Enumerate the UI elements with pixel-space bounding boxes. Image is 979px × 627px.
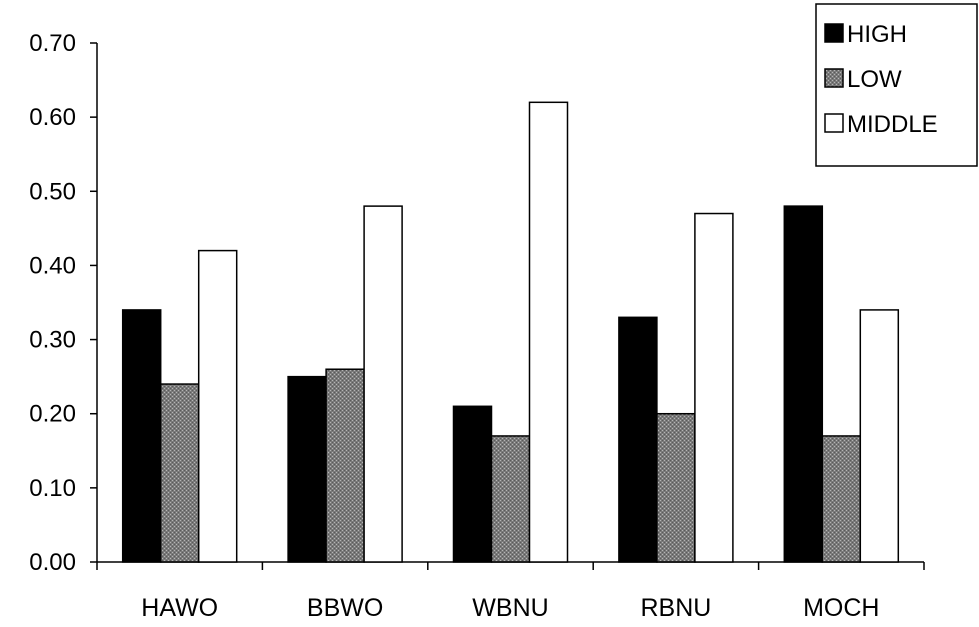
bar-low-hawo [159,383,200,563]
bar-middle-bbwo [363,205,403,563]
legend-label-high: HIGH [847,21,907,48]
bar-low-wbnu [490,435,531,563]
bar-high-bbwo [287,375,327,563]
y-tick-label: 0.00 [29,549,76,576]
bar-middle-hawo [197,249,238,563]
x-category-label: BBWO [307,594,383,622]
legend-swatch-middle [824,113,844,133]
x-category-label: RBNU [640,594,711,622]
legend-swatch-low [824,68,844,88]
bar-middle-rbnu [694,212,734,563]
x-category-label: MOCH [803,594,879,622]
legend: HIGH LOW MIDDLE [815,3,978,167]
legend-label-middle: MIDDLE [847,111,938,138]
bar-high-wbnu [452,405,493,563]
legend-swatch-high [824,23,844,43]
bar-low-moch [821,435,862,563]
bar-low-bbwo [325,368,365,563]
y-tick-label: 0.50 [29,178,76,205]
y-tick-label: 0.70 [29,30,76,57]
bar-middle-wbnu [528,101,569,563]
y-tick-label: 0.60 [29,104,76,131]
y-tick-label: 0.30 [29,327,76,354]
legend-label-low: LOW [847,66,902,93]
bar-low-rbnu [656,412,696,563]
y-tick-label: 0.20 [29,401,76,428]
y-tick-label: 0.40 [29,252,76,279]
bar-high-rbnu [618,316,658,563]
x-category-label: HAWO [141,594,218,622]
y-tick-label: 0.10 [29,475,76,502]
x-category-label: WBNU [472,594,548,622]
bar-high-moch [783,205,824,563]
plot-area: 0.00 0.10 0.20 0.30 0.40 0.50 0.60 0.70 HAWO BBWO… [29,30,925,622]
bar-middle-moch [859,309,900,563]
bar-high-hawo [121,309,162,563]
